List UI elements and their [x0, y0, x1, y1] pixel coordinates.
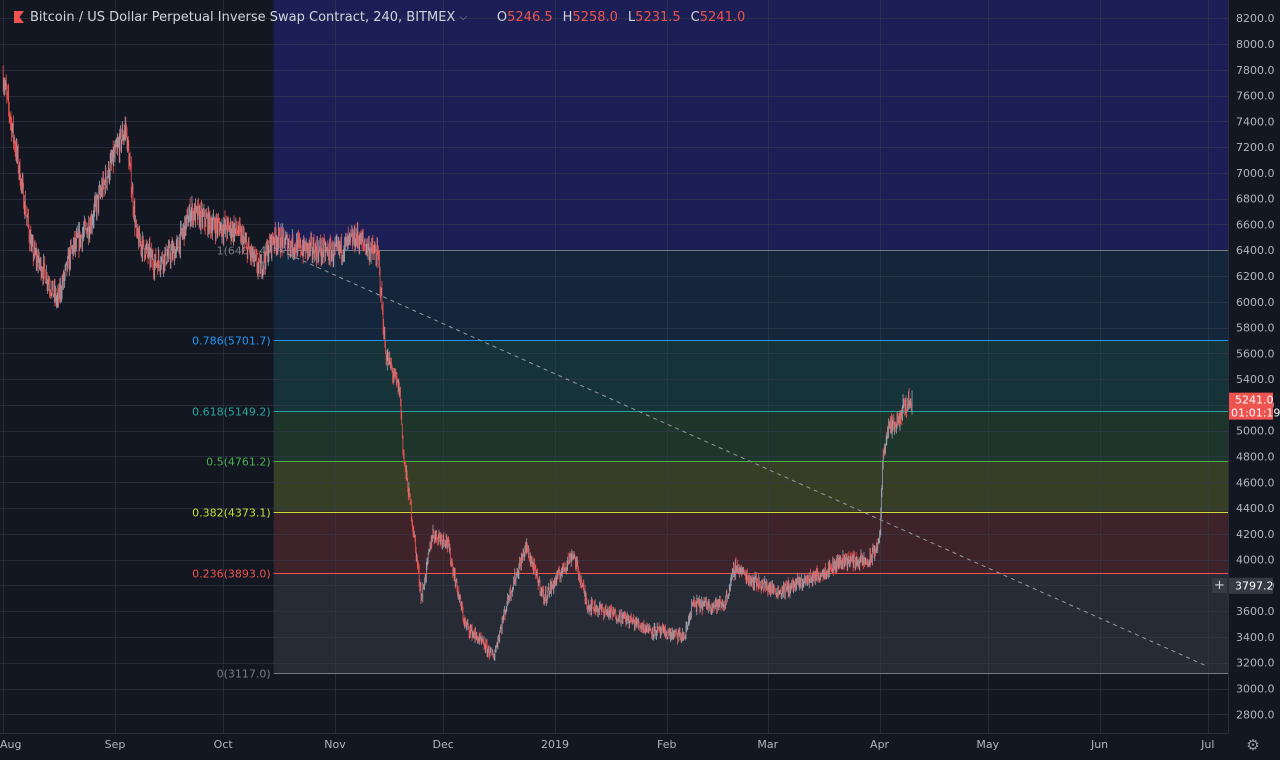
y-tick-label: 7000.0: [1236, 167, 1275, 180]
x-tick-label: Aug: [0, 738, 21, 751]
y-tick-label: 6400.0: [1236, 244, 1275, 257]
y-tick-label: 4000.0: [1236, 554, 1275, 567]
y-tick-label: 4400.0: [1236, 502, 1275, 515]
trendline: [273, 247, 1208, 668]
fib-level-label: 0.618(5149.2): [192, 406, 271, 419]
fib-level-label: 0.236(3893.0): [192, 568, 271, 581]
chevron-down-icon[interactable]: ⌵: [459, 11, 467, 23]
fib-level-label: 0(3117.0): [217, 668, 271, 681]
x-tick-label: 2019: [541, 738, 569, 751]
y-tick-label: 6800.0: [1236, 193, 1275, 206]
ohlc-high: H5258.0: [562, 9, 618, 25]
y-tick-label: 3600.0: [1236, 605, 1275, 618]
y-tick-label: 5000.0: [1236, 425, 1275, 438]
fib-level-label: 0.5(4761.2): [206, 456, 271, 469]
y-tick-label: 7400.0: [1236, 115, 1275, 128]
y-tick-label: 7600.0: [1236, 90, 1275, 103]
y-tick-label: 8000.0: [1236, 38, 1275, 51]
fib-zone: [273, 340, 1228, 412]
background-zones: [273, 0, 1228, 674]
y-tick-label: 3400.0: [1236, 631, 1275, 644]
ohlc-low: L5231.5: [627, 9, 681, 25]
price-labels: 5241.001:01:19 3797.2: [1229, 392, 1280, 594]
fib-zone: [273, 573, 1228, 674]
ohlc-close: C5241.0: [690, 9, 746, 25]
x-tick-label: Mar: [757, 738, 778, 751]
fib-zone: [273, 511, 1228, 574]
y-tick-label: 4600.0: [1236, 476, 1275, 489]
x-tick-label: Dec: [433, 738, 454, 751]
y-tick-label: 5400.0: [1236, 373, 1275, 386]
countdown-value: 01:01:19: [1231, 407, 1280, 420]
y-tick-label: 2800.0: [1236, 708, 1275, 721]
flag-icon[interactable]: [14, 11, 24, 23]
y-tick-label: 6200.0: [1236, 270, 1275, 283]
plus-icon[interactable]: +: [1212, 578, 1227, 593]
fibonacci-retracement[interactable]: 1(6405.4) 0.786(5701.7) 0.618(5149.2) 0.5(4…: [192, 245, 1228, 681]
x-tick-label: Apr: [870, 738, 890, 751]
y-tick-label: 7200.0: [1236, 141, 1275, 154]
ohlc-values: O5246.5 H5258.0 L5231.5 C5241.0: [497, 10, 745, 25]
grid: [0, 0, 1228, 733]
x-tick-label: Jul: [1200, 738, 1214, 751]
fib-zone: [273, 249, 1228, 341]
crosshair-price-value: 3797.2: [1235, 580, 1274, 593]
last-price-label: [1229, 392, 1273, 420]
y-tick-label: 8200.0: [1236, 12, 1275, 25]
symbol-legend: Bitcoin / US Dollar Perpetual Inverse Sw…: [0, 0, 745, 34]
y-tick-label: 6600.0: [1236, 218, 1275, 231]
ohlc-open: O5246.5: [496, 9, 553, 25]
time-axis: [0, 733, 1280, 756]
gear-icon[interactable]: ⚙: [1246, 736, 1260, 754]
fib-level-label: 0.382(4373.1): [192, 507, 271, 520]
x-tick-label: Jun: [1090, 738, 1108, 751]
x-tick-label: Nov: [324, 738, 346, 751]
y-tick-label: 3200.0: [1236, 657, 1275, 670]
y-tick-label: 3000.0: [1236, 683, 1275, 696]
y-tick-label: 6000.0: [1236, 296, 1275, 309]
fib-level-label: 1(6405.4): [217, 245, 271, 258]
fib-level-label: 0.786(5701.7): [192, 335, 271, 348]
x-tick-label: Oct: [214, 738, 234, 751]
fib-zone: [273, 461, 1228, 512]
y-tick-label: 5600.0: [1236, 347, 1275, 360]
price-axis: [1228, 0, 1280, 756]
crosshair-price-label: [1229, 577, 1273, 594]
x-tick-label: Feb: [657, 738, 676, 751]
last-price-value: 5241.0: [1235, 394, 1274, 407]
x-tick-label: May: [976, 738, 999, 751]
y-tick-label: 5800.0: [1236, 322, 1275, 335]
trendline-layer[interactable]: [273, 247, 1208, 668]
x-tick-label: Sep: [105, 738, 126, 751]
y-tick-label: 4200.0: [1236, 528, 1275, 541]
symbol-title[interactable]: Bitcoin / US Dollar Perpetual Inverse Sw…: [30, 9, 456, 25]
y-tick-label: 7800.0: [1236, 64, 1275, 77]
fib-zone-top: [273, 0, 1228, 250]
y-tick-label: 4800.0: [1236, 450, 1275, 463]
fib-zone: [273, 411, 1228, 462]
candles: [2, 65, 913, 662]
